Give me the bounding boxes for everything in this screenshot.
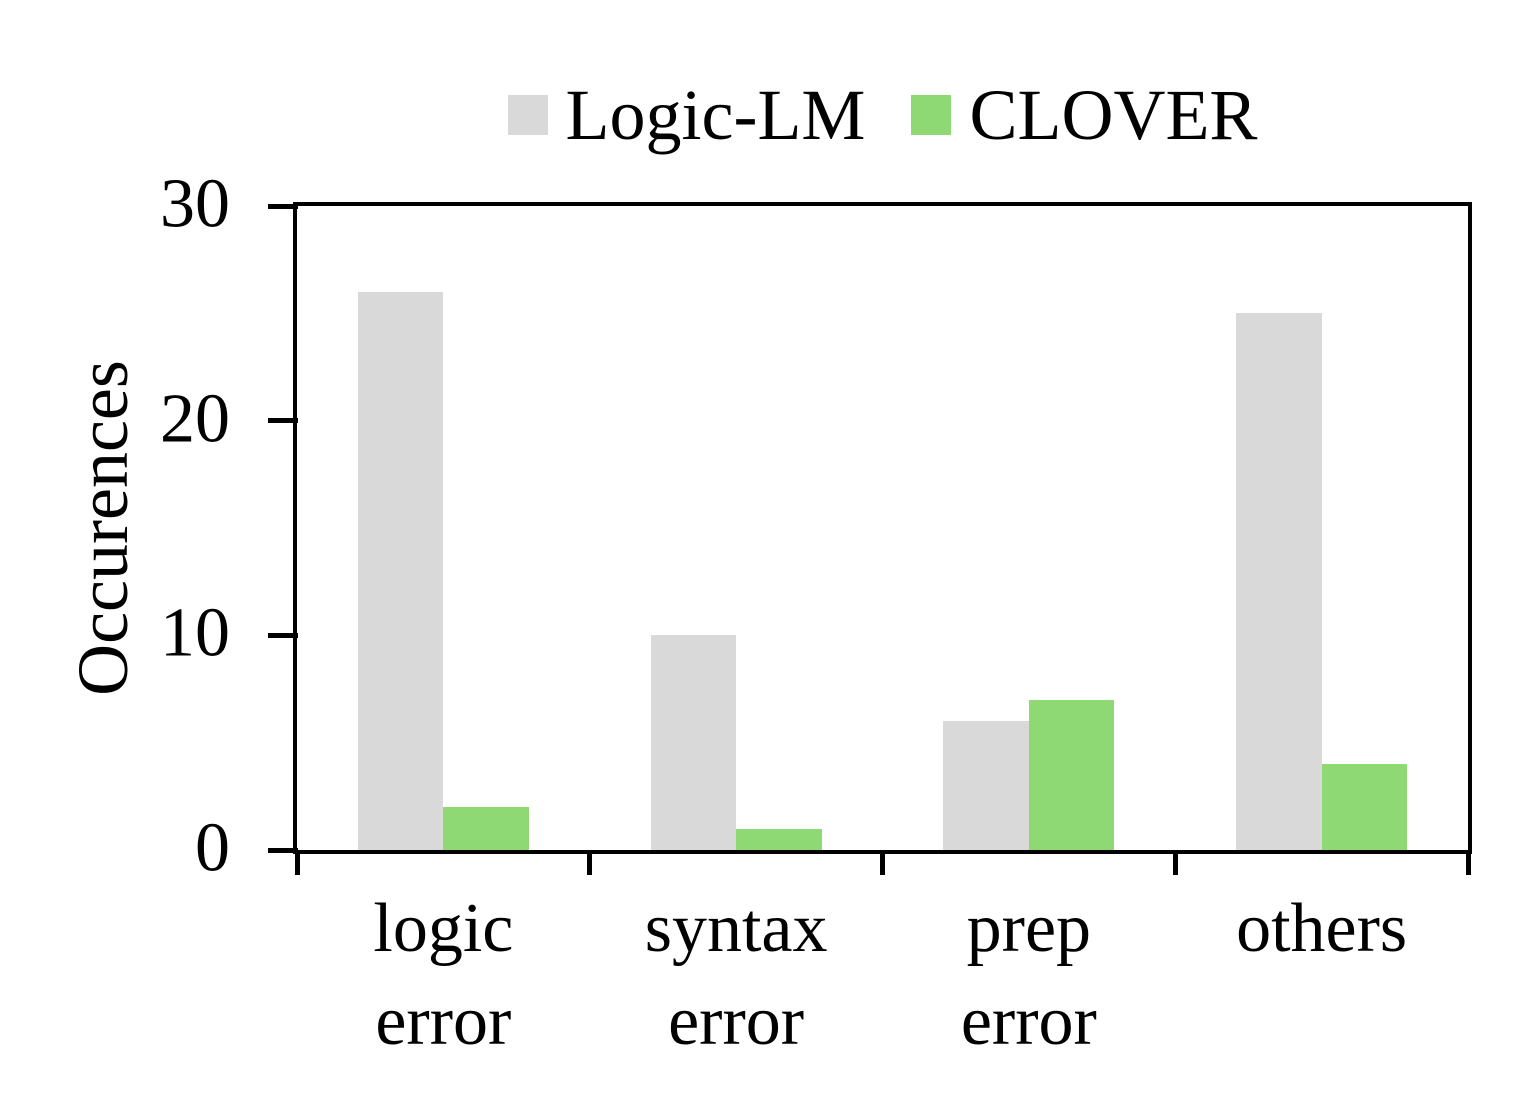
y-tick-mark: [268, 847, 298, 853]
legend-swatch-icon: [911, 95, 952, 135]
bar-clover-syntax-error: [736, 828, 822, 850]
legend-label: Logic-LM: [565, 75, 866, 155]
plot-area: [293, 202, 1472, 854]
bar-logic-lm-others: [1236, 313, 1322, 850]
y-tick-mark: [268, 418, 298, 424]
bar-clover-prep-error: [1028, 699, 1115, 850]
bar-clover-others: [1321, 764, 1408, 850]
category-label-prep-error: prep error: [960, 890, 1097, 1060]
category-label-logic-error: logic error: [373, 890, 514, 1060]
x-tick-mark: [1465, 854, 1471, 875]
y-tick-mark: [268, 632, 298, 638]
y-tick-label: 0: [195, 809, 230, 887]
bars-layer: [297, 206, 1468, 850]
y-tick-mark: [268, 203, 298, 209]
x-tick-mark: [294, 854, 300, 875]
x-tick-mark: [1172, 854, 1178, 875]
x-tick-mark: [880, 854, 885, 875]
chart-legend: Logic-LM CLOVER: [293, 55, 1472, 175]
bar-logic-lm-syntax-error: [650, 635, 737, 850]
legend-label: CLOVER: [969, 75, 1258, 155]
x-tick-mark: [587, 854, 593, 875]
legend-item-logic-lm: Logic-LM: [507, 75, 866, 155]
bar-clover-logic-error: [443, 807, 529, 850]
legend-swatch-icon: [507, 95, 548, 135]
bar-logic-lm-logic-error: [357, 291, 444, 850]
y-tick-label: 10: [160, 594, 230, 672]
category-label-syntax-error: syntax error: [644, 890, 828, 1060]
category-label-others: others: [1236, 890, 1408, 967]
y-tick-label: 20: [160, 380, 230, 458]
legend-item-clover: CLOVER: [911, 79, 1257, 151]
bar-logic-lm-prep-error: [943, 721, 1029, 850]
y-tick-label: 30: [160, 165, 230, 243]
